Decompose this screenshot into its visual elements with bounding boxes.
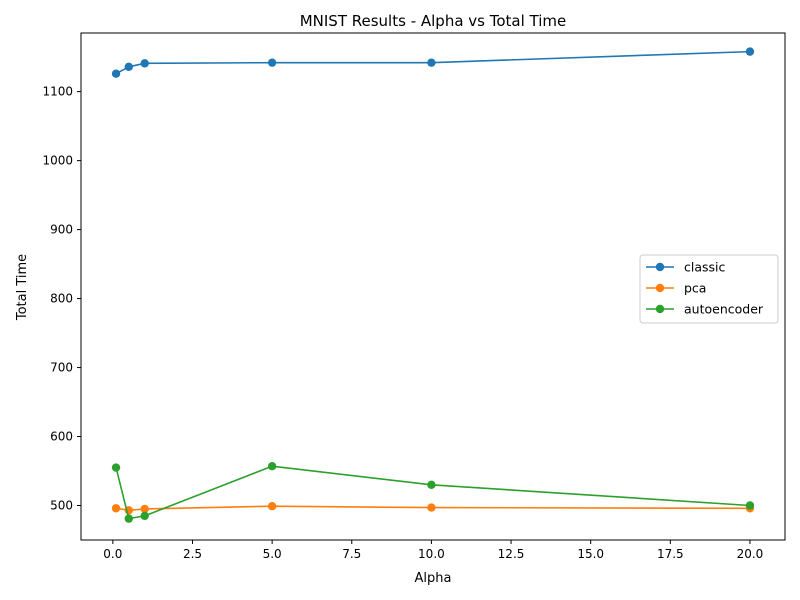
data-point: [111, 463, 121, 472]
y-axis-label: Total Time: [15, 254, 30, 321]
legend-swatch-marker: [655, 262, 665, 272]
x-tick-label: 2.5: [183, 547, 202, 561]
y-tick-label: 600: [50, 430, 73, 444]
x-tick-label: 12.5: [498, 547, 525, 561]
plot-frame: [80, 32, 786, 541]
chart-title: MNIST Results - Alpha vs Total Time: [300, 12, 567, 30]
x-tick-label: 7.5: [342, 547, 361, 561]
data-point: [111, 69, 121, 78]
series-layer: [111, 47, 755, 523]
x-tick-label: 17.5: [657, 547, 684, 561]
data-point: [745, 47, 755, 56]
x-tick-label: 0.0: [103, 547, 122, 561]
y-tick-label: 900: [50, 223, 73, 237]
data-point: [427, 480, 436, 490]
data-point: [427, 58, 436, 67]
legend-swatch-marker: [655, 283, 665, 293]
x-tick-label: 20.0: [737, 547, 764, 561]
x-tick-label: 15.0: [577, 547, 604, 561]
data-point: [267, 502, 277, 511]
data-point: [140, 511, 149, 521]
data-point: [267, 58, 277, 67]
y-tick-label: 1100: [42, 85, 73, 99]
series-classic: [111, 47, 755, 78]
x-tick-label: 5.0: [263, 547, 282, 561]
data-point: [124, 514, 133, 523]
series-line: [115, 465, 751, 520]
x-axis-label: Alpha: [415, 571, 452, 586]
data-point: [427, 503, 436, 512]
y-axis: 500 600 700 800 900 1000 1100: [42, 85, 81, 513]
series-pca: [111, 502, 755, 515]
x-axis: 0.0 2.5 5.0 7.5 10.0 12.5 15.0 17.5 20.0: [103, 540, 763, 561]
legend-item-autoencoder: autoencoder: [646, 302, 764, 317]
legend: classic pca autoencoder: [639, 254, 779, 324]
data-point: [111, 504, 121, 513]
data-point: [124, 62, 133, 71]
legend-swatch-marker: [655, 304, 665, 314]
y-tick-label: 700: [50, 361, 73, 375]
legend-label: classic: [684, 260, 726, 275]
legend-box: [639, 254, 779, 324]
data-point: [140, 504, 149, 514]
y-tick-label: 500: [50, 499, 73, 513]
y-tick-label: 1000: [42, 154, 73, 168]
data-point: [140, 59, 149, 68]
legend-item-pca: pca: [646, 281, 706, 296]
legend-label: pca: [684, 281, 706, 296]
legend-item-classic: classic: [646, 260, 726, 275]
y-tick-label: 800: [50, 292, 73, 306]
data-point: [745, 501, 755, 510]
data-point: [267, 461, 277, 471]
x-tick-label: 10.0: [418, 547, 445, 561]
series-autoencoder: [111, 461, 755, 523]
legend-label: autoencoder: [684, 302, 764, 317]
